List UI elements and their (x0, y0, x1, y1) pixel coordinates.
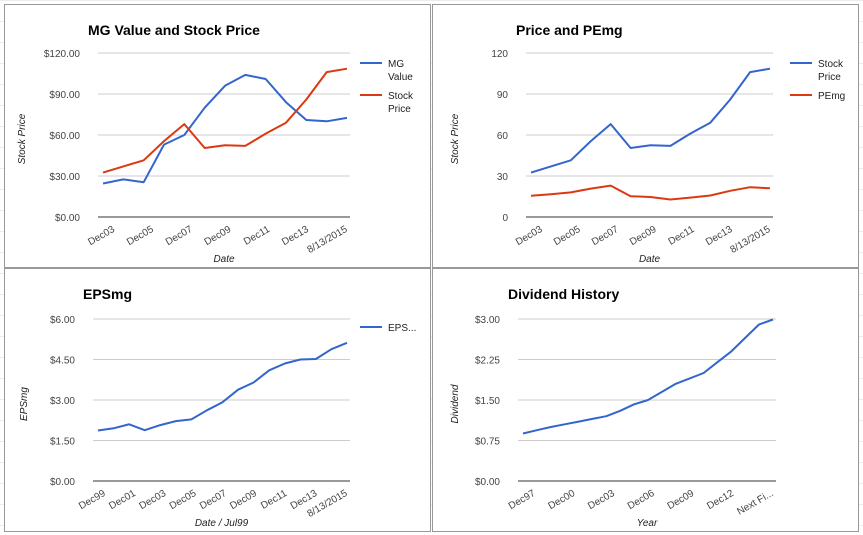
x-tick-label: 8/13/2015 (728, 224, 772, 256)
chart-panel-price-pemg: Price and PEmg 0 30 60 90 120 Dec03 Dec05 Dec07 D… (432, 4, 859, 268)
x-tick-label: Dec99 (77, 488, 108, 512)
y-tick-label: $0.00 (55, 213, 80, 224)
x-axis-label: Date (213, 254, 235, 265)
x-tick-label: Dec09 (228, 488, 259, 512)
legend-label: EPS... (388, 323, 416, 334)
y-tick-label: $3.00 (475, 315, 500, 326)
y-axis-label: Stock Price (17, 113, 28, 164)
y-tick-label: $90.00 (49, 90, 80, 101)
chart-title: EPSmg (83, 286, 132, 302)
y-tick-label: $3.00 (50, 396, 75, 407)
x-tick-label: Dec05 (168, 488, 199, 512)
y-tick-label: $120.00 (44, 49, 81, 60)
x-tick-label: Dec03 (86, 224, 117, 248)
y-tick-label: 60 (497, 131, 509, 142)
x-tick-label: Dec07 (590, 224, 621, 248)
y-tick-label: $30.00 (49, 172, 80, 183)
y-tick-label: $4.50 (50, 356, 75, 367)
x-tick-label: Dec03 (138, 488, 169, 512)
series-line-1 (102, 67, 348, 174)
chart-svg-epsmg: EPSmg $0.00 $1.50 $3.00 $4.50 $6.00 Dec99 Dec01… (19, 286, 416, 529)
series-line-0 (530, 67, 771, 174)
x-tick-label: Dec09 (203, 224, 234, 248)
legend-label: Stock Price (388, 91, 414, 115)
chart-panel-mg-value: MG Value and Stock Price $0.00 $30.00 $60.0… (4, 4, 431, 268)
y-tick-label: 30 (497, 172, 509, 183)
x-axis-label: Date / Jul99 (195, 518, 249, 529)
y-tick-label: $1.50 (475, 396, 500, 407)
y-tick-label: 0 (502, 213, 508, 224)
chart-panel-dividend-history: Dividend History $0.00 $0.75 $1.50 $2.25 $3.0… (432, 268, 859, 532)
x-tick-label: Dec03 (586, 488, 617, 512)
y-axis-label: Dividend (450, 384, 461, 423)
x-tick-label: Dec09 (666, 488, 697, 512)
y-tick-label: $0.75 (475, 437, 500, 448)
chart-svg-dividend-history: Dividend History $0.00 $0.75 $1.50 $2.25 $3.0… (450, 286, 776, 529)
legend-label: MG Value (388, 59, 413, 83)
x-axis-label: Year (637, 518, 658, 529)
y-tick-label: $60.00 (49, 131, 80, 142)
legend-label: PEmg (818, 91, 845, 102)
y-axis-label: Stock Price (450, 113, 461, 164)
x-tick-label: Dec05 (125, 224, 156, 248)
series-line-0 (102, 73, 348, 185)
x-tick-label: Dec12 (705, 488, 736, 512)
chart-title: Dividend History (508, 286, 619, 302)
chart-title: Price and PEmg (516, 22, 623, 38)
y-axis-label: EPSmg (19, 387, 30, 421)
x-tick-label: Dec11 (242, 224, 272, 248)
x-tick-label: Dec07 (164, 224, 195, 248)
series-line-1 (530, 184, 771, 201)
x-axis-label: Date (639, 254, 661, 265)
y-tick-label: 90 (497, 90, 509, 101)
x-tick-label: Dec11 (667, 224, 697, 248)
x-tick-label: Dec97 (507, 488, 538, 512)
chart-panel-epsmg: EPSmg $0.00 $1.50 $3.00 $4.50 $6.00 Dec99 Dec01… (4, 268, 431, 532)
y-tick-label: $0.00 (50, 477, 75, 488)
x-tick-label: Dec13 (280, 224, 311, 248)
y-tick-label: $0.00 (475, 477, 500, 488)
x-tick-label: Dec00 (547, 488, 578, 512)
series-line-0 (522, 318, 774, 435)
x-tick-label: 8/13/2015 (305, 224, 349, 256)
x-tick-label: Next Fi... (735, 488, 775, 518)
legend-label: Stock Price (818, 59, 844, 83)
chart-svg-price-pemg: Price and PEmg 0 30 60 90 120 Dec03 Dec05 Dec07 D… (450, 22, 845, 265)
x-tick-label: Dec05 (552, 224, 583, 248)
series-line-0 (97, 341, 348, 432)
x-tick-label: Dec11 (259, 488, 289, 512)
y-tick-label: 120 (491, 49, 508, 60)
chart-title: MG Value and Stock Price (88, 22, 260, 38)
y-tick-label: $1.50 (50, 437, 75, 448)
x-tick-label: Dec07 (198, 488, 229, 512)
x-tick-label: Dec01 (107, 488, 138, 512)
x-tick-label: Dec03 (514, 224, 545, 248)
x-tick-label: Dec06 (626, 488, 657, 512)
chart-svg-mg-value: MG Value and Stock Price $0.00 $30.00 $60.0… (17, 22, 414, 265)
y-tick-label: $6.00 (50, 315, 75, 326)
x-tick-label: Dec09 (628, 224, 659, 248)
y-tick-label: $2.25 (475, 356, 500, 367)
